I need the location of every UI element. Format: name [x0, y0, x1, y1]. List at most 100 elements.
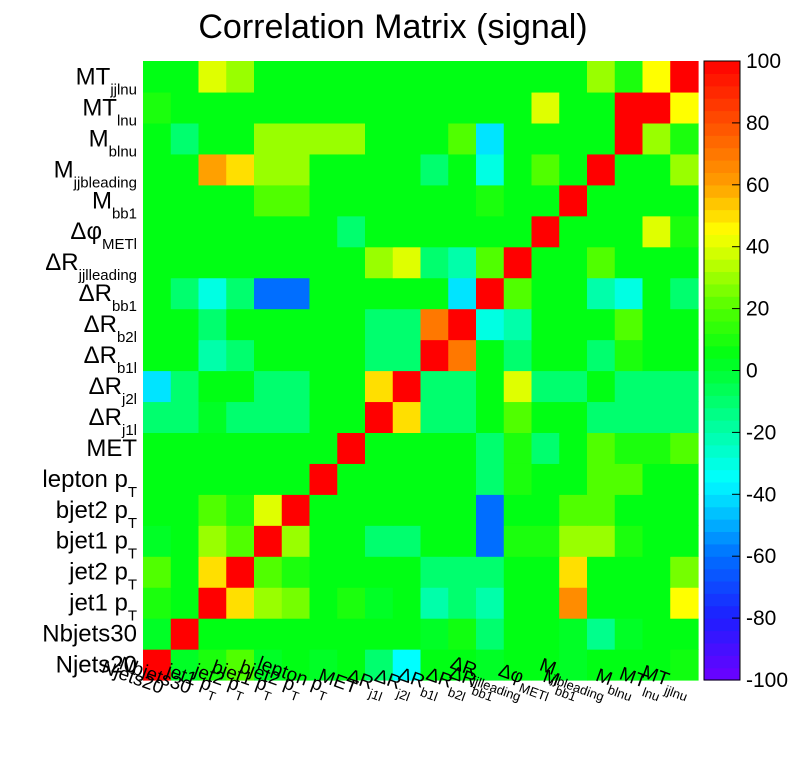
heatmap-cell: [614, 215, 644, 248]
colorbar-band: [704, 345, 740, 359]
heatmap-cell: [226, 153, 255, 186]
heatmap-cell: [198, 494, 227, 526]
heatmap-cell: [448, 649, 477, 681]
heatmap-cell: [170, 432, 200, 464]
heatmap-cell: [281, 432, 311, 464]
colorbar-tick-label: -40: [746, 483, 776, 506]
heatmap-cell: [670, 308, 699, 341]
heatmap-cell: [170, 401, 200, 433]
colorbar-band: [704, 110, 740, 124]
colorbar-tick-label: 100: [746, 50, 781, 73]
heatmap-cell: [642, 494, 671, 526]
colorbar-band: [704, 73, 740, 87]
heatmap-cell: [503, 463, 533, 495]
heatmap-cell: [531, 587, 560, 619]
colorbar-band: [704, 358, 740, 372]
heatmap-cell: [198, 370, 227, 403]
heatmap-cell: [476, 432, 505, 464]
heatmap-cell: [170, 525, 200, 557]
heatmap-cell: [337, 401, 366, 433]
colorbar-band: [704, 271, 740, 285]
heatmap-cell: [365, 277, 394, 310]
colorbar-band: [704, 506, 740, 520]
heatmap-cell: [170, 277, 200, 310]
y-tick-label: ΔRj1l: [89, 404, 137, 439]
colorbar-band: [704, 407, 740, 421]
heatmap-cell: [476, 370, 505, 403]
heatmap-cell: [587, 556, 616, 588]
heatmap-cell: [531, 122, 560, 155]
colorbar-band: [704, 593, 740, 607]
heatmap-cell: [448, 184, 477, 217]
heatmap-cell: [198, 308, 227, 341]
heatmap-cell: [226, 432, 255, 464]
heatmap-cell: [198, 339, 227, 372]
colorbar-band: [704, 246, 740, 260]
heatmap-cell: [365, 463, 394, 495]
heatmap-cell: [170, 494, 200, 526]
heatmap-cell: [365, 215, 394, 248]
colorbar-band: [704, 197, 740, 211]
heatmap-cell: [587, 525, 616, 557]
heatmap-cell: [281, 525, 311, 557]
y-tick-label: lepton pT: [42, 466, 137, 501]
heatmap-cell: [531, 649, 560, 681]
heatmap-cell: [503, 91, 533, 124]
heatmap-cell: [226, 370, 255, 403]
heatmap-cell: [309, 370, 338, 403]
colorbar-tick-label: -80: [746, 607, 776, 630]
heatmap-cell: [559, 556, 588, 588]
heatmap-cell: [476, 308, 505, 341]
colorbar-band: [704, 543, 740, 557]
heatmap-cell: [281, 494, 311, 526]
colorbar-band: [704, 135, 740, 149]
heatmap-cell: [309, 587, 338, 619]
heatmap-cell: [448, 215, 477, 248]
heatmap-cell: [642, 525, 671, 557]
heatmap-cell: [226, 618, 255, 650]
colorbar-band: [704, 630, 740, 644]
heatmap-cell: [365, 153, 394, 186]
heatmap-cell: [226, 401, 255, 433]
heatmap-cell: [448, 61, 477, 93]
heatmap-cell: [642, 184, 671, 217]
heatmap-cell: [254, 556, 283, 588]
heatmap-cell: [420, 184, 449, 217]
heatmap-cell: [642, 432, 671, 464]
heatmap-cell: [531, 494, 560, 526]
heatmap-cell: [170, 184, 200, 217]
heatmap-cell: [365, 246, 394, 279]
heatmap-cell: [559, 246, 588, 279]
colorbar-band: [704, 519, 740, 533]
heatmap-cell: [226, 494, 255, 526]
heatmap-cell: [170, 649, 200, 681]
heatmap-cell: [559, 649, 588, 681]
colorbar-band: [704, 184, 740, 198]
heatmap-cell: [670, 61, 699, 93]
heatmap-cell: [365, 308, 394, 341]
heatmap-cell: [337, 587, 366, 619]
heatmap-cell: [559, 61, 588, 93]
heatmap-cell: [392, 308, 422, 341]
colorbar-tick-label: 20: [746, 298, 769, 321]
colorbar-band: [704, 420, 740, 433]
heatmap-cell: [503, 587, 533, 619]
heatmap-cell: [476, 184, 505, 217]
heatmap-cell: [420, 122, 449, 155]
heatmap-cell: [476, 215, 505, 248]
heatmap-cell: [614, 308, 644, 341]
heatmap-cell: [642, 370, 671, 403]
heatmap-cell: [143, 153, 172, 186]
heatmap-cell: [143, 401, 172, 433]
heatmap-cell: [559, 122, 588, 155]
heatmap-cell: [587, 61, 616, 93]
y-tick-label: ΔφMETl: [70, 218, 137, 253]
heatmap-cell: [642, 401, 671, 433]
y-tick-label: ΔRb1l: [84, 342, 137, 377]
heatmap-cell: [392, 215, 422, 248]
heatmap-cell: [281, 246, 311, 279]
heatmap-cell: [254, 649, 283, 681]
heatmap-cell: [281, 153, 311, 186]
heatmap-cell: [254, 494, 283, 526]
heatmap-cell: [503, 153, 533, 186]
